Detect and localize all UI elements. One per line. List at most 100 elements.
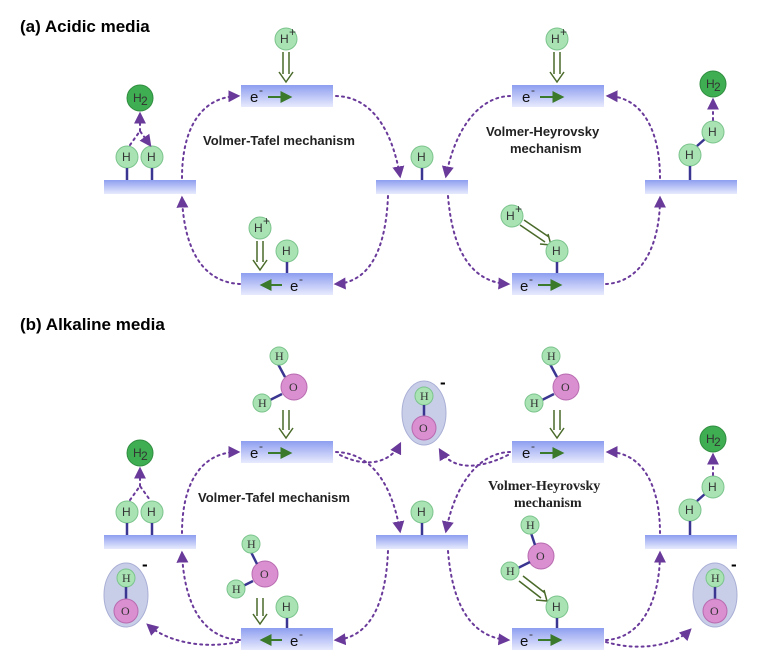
svg-text:2: 2 — [141, 449, 148, 463]
down-arrow-icon — [252, 613, 268, 626]
electron-label-b4: e - — [520, 627, 563, 650]
proton-a3: H + — [248, 214, 272, 272]
svg-text:O: O — [289, 380, 298, 394]
svg-text:-: - — [299, 272, 303, 286]
svg-text:O: O — [536, 549, 545, 563]
svg-text:H: H — [685, 148, 694, 162]
svg-text:O: O — [561, 380, 570, 394]
volmer-heyrovsky-label-b1: Volmer-Heyrovsky — [488, 479, 600, 494]
svg-text:2: 2 — [141, 94, 148, 108]
svg-text:O: O — [121, 604, 130, 618]
svg-text:H: H — [258, 396, 267, 410]
svg-text:e: e — [290, 633, 298, 650]
electrode-b-bottom-left — [241, 628, 333, 650]
hydroxide-b-right: H O - — [692, 555, 738, 628]
svg-text:2: 2 — [714, 80, 721, 94]
svg-text:H: H — [254, 221, 263, 235]
svg-text:H: H — [122, 505, 131, 519]
svg-text:+: + — [515, 202, 522, 216]
h2-molecule-icon — [699, 425, 727, 453]
svg-text:-: - — [259, 439, 263, 453]
svg-text:H: H — [147, 505, 156, 519]
svg-text:-: - — [531, 439, 535, 453]
water-molecule-b4: O H H H — [500, 515, 569, 628]
electrode-center — [376, 180, 468, 194]
electron-label-a4: e - — [520, 272, 563, 295]
volmer-heyrovsky-label-a1: Volmer-Heyrovsky — [486, 124, 600, 139]
svg-text:e: e — [520, 633, 528, 650]
svg-text:H: H — [706, 77, 715, 91]
svg-text:H: H — [417, 150, 426, 164]
svg-text:e: e — [250, 445, 258, 462]
svg-text:e: e — [522, 89, 530, 106]
down-arrow-icon — [278, 71, 294, 84]
heyrovsky-attack-a: H + H — [500, 202, 569, 273]
svg-text:+: + — [263, 214, 270, 228]
water-molecule-b3: O H H H — [226, 534, 299, 628]
electron-label-b1: e - — [250, 439, 293, 462]
volmer-tafel-label-a: Volmer-Tafel mechanism — [203, 133, 355, 148]
electron-label-b2: e - — [522, 439, 565, 462]
svg-text:+: + — [560, 25, 567, 39]
svg-text:-: - — [142, 555, 148, 574]
proton-icon — [274, 27, 298, 51]
down-arrow-icon — [278, 427, 294, 440]
hydroxide-b-top: H O - — [401, 373, 447, 446]
volmer-heyrovsky-label-b2: mechanism — [514, 496, 582, 511]
svg-text:H: H — [708, 480, 717, 494]
svg-text:H: H — [530, 396, 539, 410]
volmer-tafel-label-b: Volmer-Tafel mechanism — [198, 490, 350, 505]
svg-text:H: H — [122, 150, 131, 164]
svg-text:H: H — [282, 600, 291, 614]
hydroxide-b-left: H O - — [103, 555, 149, 628]
svg-text:-: - — [259, 83, 263, 97]
proton-a2: H + — [545, 25, 569, 84]
svg-text:H: H — [275, 349, 284, 363]
arrow-icon — [535, 589, 549, 602]
svg-text:+: + — [289, 25, 296, 39]
right-adsorbed-h-b: H H H 2 — [678, 425, 727, 535]
electrode-right — [645, 180, 737, 194]
svg-text:H: H — [708, 125, 717, 139]
electron-label-a2: e - — [522, 83, 565, 106]
svg-text:H: H — [526, 518, 535, 532]
proton-a1: H + — [274, 25, 298, 84]
cycle-arrows-b — [146, 441, 692, 648]
svg-text:H: H — [420, 389, 429, 403]
electron-label-b3: e - — [259, 627, 303, 650]
svg-text:e: e — [250, 89, 258, 106]
svg-text:H: H — [247, 537, 256, 551]
down-arrow-icon — [549, 71, 565, 84]
svg-text:H: H — [711, 571, 720, 585]
water-molecule-b2: O H H — [524, 346, 580, 440]
svg-text:H: H — [552, 244, 561, 258]
svg-text:-: - — [731, 555, 737, 574]
svg-text:H: H — [122, 571, 131, 585]
svg-text:H: H — [551, 32, 560, 46]
svg-text:e: e — [522, 445, 530, 462]
h2-molecule-icon — [699, 70, 727, 98]
water-molecule-b1: O H H — [252, 346, 308, 440]
svg-text:O: O — [260, 567, 269, 581]
svg-text:e: e — [520, 278, 528, 295]
volmer-heyrovsky-label-a2: mechanism — [510, 141, 582, 156]
svg-text:H: H — [506, 564, 515, 578]
center-adsorbed-h: H — [410, 145, 434, 180]
svg-text:H: H — [280, 32, 289, 46]
electron-label-a3: e - — [259, 272, 303, 295]
h2-molecule-icon — [126, 439, 154, 467]
down-arrow-icon — [549, 427, 565, 440]
electrode-bottom-left — [241, 273, 333, 295]
svg-text:-: - — [529, 627, 533, 641]
h2-molecule-icon — [126, 84, 154, 112]
electron-label-a1: e - — [250, 83, 293, 106]
cycle-arrows-a — [176, 90, 666, 290]
down-arrow-icon — [252, 259, 268, 272]
svg-text:-: - — [531, 83, 535, 97]
svg-text:e: e — [290, 278, 298, 295]
svg-text:H: H — [706, 432, 715, 446]
h-adsorbed-a3: H — [275, 239, 299, 273]
panel-a-title: (a) Acidic media — [20, 17, 150, 36]
svg-text:-: - — [529, 272, 533, 286]
